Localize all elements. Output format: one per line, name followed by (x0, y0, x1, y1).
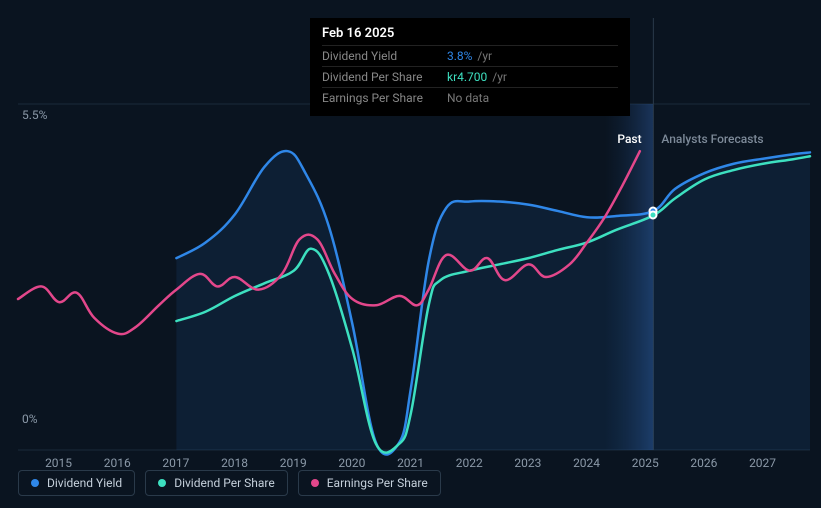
legend-dot-icon (158, 479, 166, 487)
marker-dot (649, 211, 658, 220)
x-tick-label: 2020 (338, 456, 365, 470)
tooltip-row-label: Earnings Per Share (322, 91, 447, 105)
legend-label: Dividend Yield (47, 476, 122, 490)
x-tick-label: 2022 (456, 456, 483, 470)
legend-dot-icon (311, 479, 319, 487)
x-tick-label: 2019 (280, 456, 307, 470)
tooltip-row-label: Dividend Per Share (322, 70, 447, 84)
x-tick-label: 2023 (514, 456, 541, 470)
legend-item-earnings-per-share[interactable]: Earnings Per Share (298, 470, 441, 496)
tooltip-row-value: kr4.700 /yr (447, 70, 618, 84)
x-tick-label: 2021 (397, 456, 424, 470)
x-tick-label: 2027 (749, 456, 776, 470)
x-tick-label: 2024 (573, 456, 600, 470)
legend-item-dividend-yield[interactable]: Dividend Yield (18, 470, 135, 496)
tooltip-row-label: Dividend Yield (322, 49, 447, 63)
tooltip-row-suffix: /yr (474, 49, 492, 63)
x-tick-label: 2026 (690, 456, 717, 470)
x-tick-label: 2025 (632, 456, 659, 470)
y-tick-label: 5.5% (22, 108, 47, 122)
legend-label: Dividend Per Share (174, 476, 275, 490)
x-tick-label: 2015 (45, 456, 72, 470)
past-label: Past (617, 132, 641, 146)
legend-label: Earnings Per Share (327, 476, 428, 490)
y-tick-label: 0% (22, 412, 38, 426)
tooltip-row: Earnings Per ShareNo data (322, 87, 618, 108)
forecast-label: Analysts Forecasts (661, 132, 763, 146)
legend-item-dividend-per-share[interactable]: Dividend Per Share (145, 470, 288, 496)
tooltip-row-suffix: /yr (489, 70, 507, 84)
x-tick-label: 2016 (104, 456, 131, 470)
tooltip-row: Dividend Per Sharekr4.700 /yr (322, 66, 618, 87)
tooltip-row-value: No data (447, 91, 618, 105)
tooltip: Feb 16 2025 Dividend Yield3.8% /yrDivide… (310, 18, 630, 116)
tooltip-date: Feb 16 2025 (322, 26, 618, 41)
x-tick-label: 2017 (162, 456, 189, 470)
tooltip-row: Dividend Yield3.8% /yr (322, 45, 618, 66)
tooltip-row-value: 3.8% /yr (447, 49, 618, 63)
legend: Dividend Yield Dividend Per Share Earnin… (18, 470, 441, 496)
legend-dot-icon (31, 479, 39, 487)
x-tick-label: 2018 (221, 456, 248, 470)
